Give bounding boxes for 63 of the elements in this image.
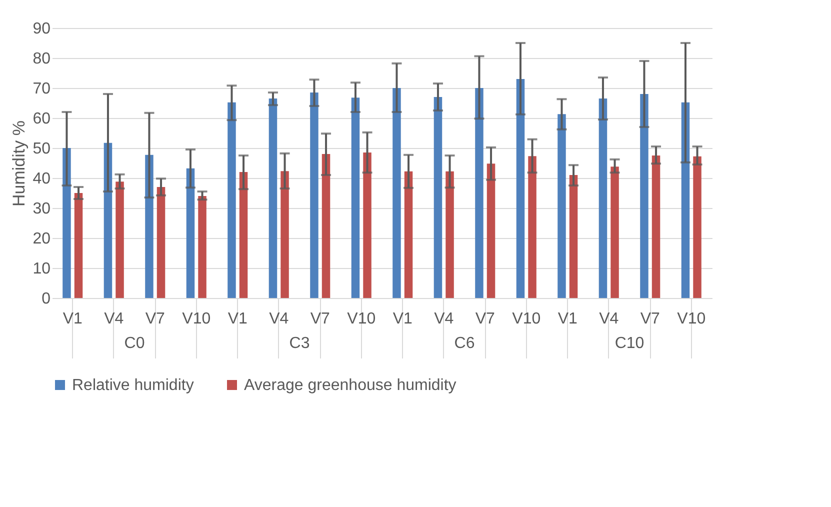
bar <box>392 88 401 298</box>
x-tick-label: V10 <box>512 310 541 328</box>
bar <box>310 92 318 298</box>
bar <box>156 187 166 298</box>
text: C10 <box>614 335 644 352</box>
legend-label: Relative humidity <box>72 377 194 394</box>
bar <box>198 196 206 298</box>
y-tick-label: 60 <box>32 110 51 128</box>
y-tick-label: 10 <box>32 260 51 278</box>
bar <box>186 168 195 298</box>
x-tick-label: V4 <box>434 310 454 328</box>
x-tick-label: V1 <box>228 310 248 328</box>
bar <box>446 171 454 298</box>
text: C6 <box>454 335 475 352</box>
x-tick-label: V10 <box>347 310 376 328</box>
bar <box>486 164 496 298</box>
bar <box>74 193 83 298</box>
x-tick-label: V4 <box>269 310 289 328</box>
legend-label: Average greenhouse humidity <box>244 377 456 394</box>
x-tick-label: V10 <box>677 310 706 328</box>
y-tick-label: 30 <box>32 200 51 218</box>
x-tick-label: V7 <box>640 310 660 328</box>
x-tick-label: V7 <box>475 310 496 328</box>
text: C0 <box>124 335 145 352</box>
bar <box>351 98 360 298</box>
bar <box>322 154 330 298</box>
bar <box>363 152 372 298</box>
bar <box>239 172 248 298</box>
x-tick-label: V4 <box>104 310 124 328</box>
bar <box>516 79 525 298</box>
bar <box>598 98 608 298</box>
x-tick-label: V1 <box>392 310 413 328</box>
bar <box>528 156 536 298</box>
x-tick-label: V7 <box>145 310 166 328</box>
text: C3 <box>289 335 310 352</box>
bar <box>280 171 289 298</box>
x-tick-label: V1 <box>558 310 578 328</box>
bar <box>652 156 660 298</box>
x-tick-label: V7 <box>310 310 330 328</box>
bar <box>693 156 702 298</box>
y-tick-label: 40 <box>32 170 51 188</box>
bar <box>268 98 278 298</box>
bar <box>558 114 566 298</box>
y-axis-title: Humidity % <box>10 120 29 206</box>
y-tick-label: 20 <box>32 230 51 248</box>
x-tick-label: V4 <box>599 310 619 328</box>
bar <box>434 97 442 298</box>
bar <box>569 175 578 298</box>
y-tick-label: 0 <box>42 290 51 308</box>
y-tick-label: 80 <box>32 50 51 68</box>
bar <box>145 154 154 298</box>
y-tick-label: 50 <box>32 140 51 158</box>
bar <box>640 94 648 298</box>
bar <box>228 102 236 298</box>
bar <box>475 88 484 298</box>
bar <box>610 166 619 298</box>
y-tick-label: 90 <box>32 20 51 38</box>
bar <box>404 171 413 298</box>
y-tick-label: 70 <box>32 80 51 98</box>
x-tick-label: V10 <box>182 310 211 328</box>
bar <box>62 148 71 298</box>
x-tick-label: V1 <box>62 310 83 328</box>
bar <box>116 182 124 298</box>
